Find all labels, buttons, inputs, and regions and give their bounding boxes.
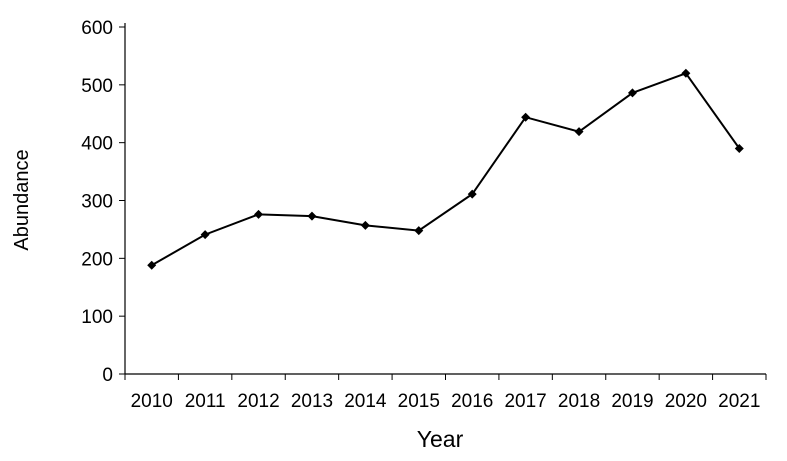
series bbox=[147, 68, 744, 270]
x-tick-label: 2018 bbox=[558, 391, 600, 412]
axes bbox=[124, 23, 766, 375]
y-tick-label: 400 bbox=[81, 134, 113, 155]
x-tick-label: 2013 bbox=[291, 391, 333, 412]
y-axis-label: Abundance bbox=[11, 149, 33, 250]
y-tick-label: 500 bbox=[81, 76, 113, 97]
x-tick-label: 2017 bbox=[504, 391, 546, 412]
data-point-2021 bbox=[734, 143, 744, 153]
x-tick-label: 2015 bbox=[398, 391, 440, 412]
data-point-2016 bbox=[467, 189, 477, 199]
data-point-2017 bbox=[521, 112, 531, 122]
x-tick-label: 2012 bbox=[237, 391, 279, 412]
x-tick-label: 2016 bbox=[451, 391, 493, 412]
data-point-2011 bbox=[200, 230, 210, 240]
y-tick-label: 600 bbox=[81, 18, 113, 39]
x-tick-label: 2014 bbox=[344, 391, 387, 412]
x-tick-label: 2019 bbox=[611, 391, 653, 412]
series-line bbox=[151, 72, 741, 267]
y-ticks: 0 100 200 300 400 500 600 bbox=[81, 18, 125, 386]
x-ticks: 2010 2011 2012 2013 2014 2015 2016 2017 2018 2019… bbox=[124, 374, 767, 412]
data-point-2018 bbox=[574, 127, 584, 137]
y-tick-label: 100 bbox=[81, 307, 113, 328]
data-point-2014 bbox=[360, 220, 370, 230]
data-point-2019 bbox=[627, 88, 637, 98]
y-tick-label: 200 bbox=[81, 249, 113, 270]
data-point-2010 bbox=[147, 260, 157, 270]
x-tick-label: 2011 bbox=[185, 391, 226, 412]
data-point-2012 bbox=[254, 209, 264, 219]
data-point-2015 bbox=[414, 226, 424, 236]
data-point-2020 bbox=[681, 68, 691, 78]
x-tick-label: 2010 bbox=[131, 391, 173, 412]
x-tick-label: 2021 bbox=[718, 391, 760, 412]
data-point-2013 bbox=[307, 211, 317, 221]
x-tick-label: 2020 bbox=[665, 391, 707, 412]
y-tick-label: 300 bbox=[81, 192, 113, 213]
x-axis-label: Year bbox=[417, 426, 464, 452]
y-tick-label: 0 bbox=[102, 365, 113, 386]
